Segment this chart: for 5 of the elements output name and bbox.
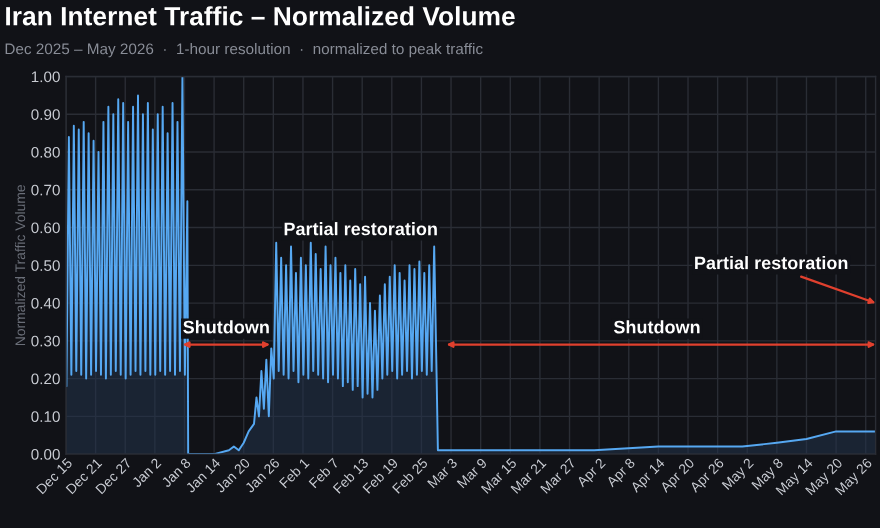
annotation: Shutdown [183,320,269,334]
chart-title: Iran Internet Traffic – Normalized Volume [6,6,515,26]
annotation: Partial restoration [695,256,848,270]
annotation: Partial restoration [284,222,437,236]
annotation: Shutdown [613,320,700,334]
